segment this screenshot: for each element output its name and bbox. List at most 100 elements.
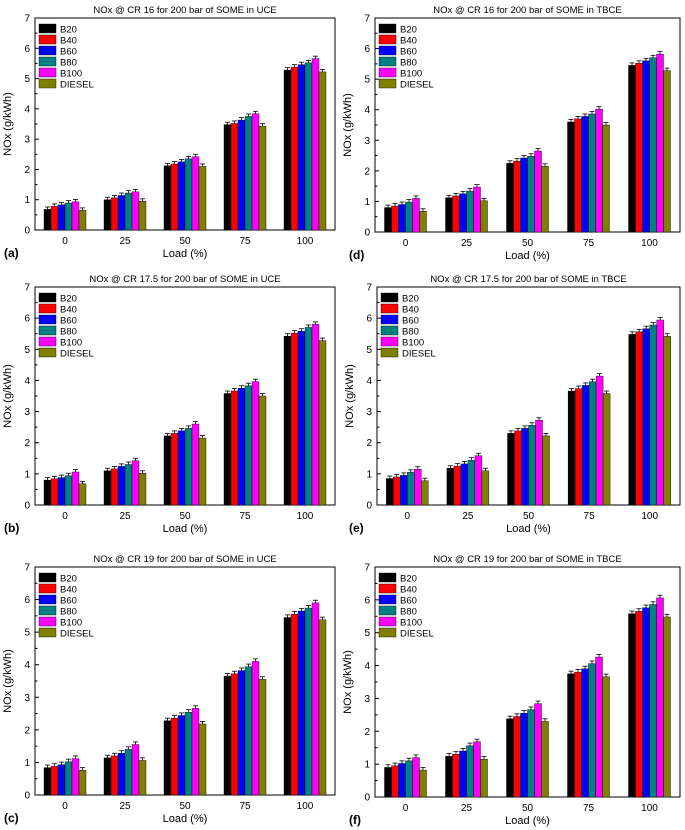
legend-label: B80 xyxy=(60,607,77,618)
legend-swatch-b100 xyxy=(378,67,397,78)
bar-b100-load-0 xyxy=(412,198,420,233)
legend-label: B40 xyxy=(60,305,77,316)
bar-b80-load-100 xyxy=(649,324,657,506)
x-axis-label: Load (%) xyxy=(163,248,208,260)
y-axis-label: NOx (g/kWh) xyxy=(342,650,354,714)
bar-b60-load-50 xyxy=(520,157,528,233)
y-tick-label: 1 xyxy=(24,758,30,769)
legend-label: B100 xyxy=(402,338,424,349)
x-tick-label: 100 xyxy=(297,511,314,522)
bar-diesel-load-50 xyxy=(198,723,207,796)
bar-b80-load-75 xyxy=(244,666,253,796)
legend-swatch-b80 xyxy=(378,56,397,67)
y-tick-label: 6 xyxy=(24,314,30,325)
x-tick-label: 75 xyxy=(239,511,251,522)
chart-c: NOx @ CR 19 for 200 bar of SOME in UCE 0 1… xyxy=(2,554,336,825)
bar-b100-load-100 xyxy=(656,53,664,233)
legend-label: B40 xyxy=(60,585,77,596)
bar-b20-load-100 xyxy=(283,617,292,796)
x-tick-label: 25 xyxy=(119,511,131,522)
legend-swatch-b80 xyxy=(38,56,57,67)
bar-diesel-load-0 xyxy=(421,480,429,506)
bar-b80-load-50 xyxy=(184,158,193,231)
y-tick-label: 0 xyxy=(24,501,30,512)
bar-b80-load-50 xyxy=(184,712,193,796)
bar-b40-load-25 xyxy=(110,197,119,231)
panel-label: (b) xyxy=(4,521,19,535)
y-tick-label: 3 xyxy=(364,136,370,147)
legend-swatch-b100 xyxy=(38,336,57,347)
bar-diesel-load-25 xyxy=(481,470,490,506)
bar-b80-load-0 xyxy=(64,761,73,796)
bar-diesel-load-0 xyxy=(419,769,427,798)
x-tick-label: 75 xyxy=(239,801,251,812)
bar-b60-load-25 xyxy=(117,195,126,231)
legend-label: B80 xyxy=(400,58,417,69)
bar-b80-load-25 xyxy=(124,464,133,506)
legend-swatch-diesel xyxy=(378,78,397,89)
legend-swatch-b40 xyxy=(378,583,397,594)
y-tick-label: 4 xyxy=(364,105,370,116)
bar-b60-load-75 xyxy=(581,385,590,506)
bar-b40-load-50 xyxy=(170,433,179,506)
bar-b40-load-0 xyxy=(391,765,399,798)
bar-b80-load-75 xyxy=(244,116,253,231)
legend-label: DIESEL xyxy=(400,80,434,91)
legend-label: B40 xyxy=(402,305,419,316)
bar-b20-load-50 xyxy=(506,163,514,233)
x-tick-label: 0 xyxy=(62,801,68,812)
bar-diesel-load-25 xyxy=(480,200,488,233)
y-tick-label: 0 xyxy=(24,791,30,802)
bar-b60-load-100 xyxy=(642,328,650,506)
bar-b40-load-50 xyxy=(514,430,522,506)
bar-b60-load-75 xyxy=(237,119,246,231)
bar-diesel-load-100 xyxy=(663,616,671,798)
bar-diesel-load-0 xyxy=(78,483,87,506)
legend-label: B100 xyxy=(400,618,422,629)
bar-b40-load-50 xyxy=(513,716,521,798)
y-tick-label: 0 xyxy=(364,228,370,239)
x-axis-label: Load (%) xyxy=(163,813,208,825)
bar-b40-load-100 xyxy=(635,331,643,506)
x-tick-label: 75 xyxy=(583,803,595,814)
legend-swatch-b40 xyxy=(378,34,397,45)
panel-label: (d) xyxy=(349,248,364,262)
bar-b60-load-25 xyxy=(459,750,467,798)
chart-e: NOx @ CR 17.5 for 200 bar of SOME in TBC… xyxy=(344,274,681,535)
bar-b80-load-100 xyxy=(304,327,313,506)
x-tick-label: 75 xyxy=(584,511,596,522)
y-tick-label: 7 xyxy=(364,14,370,25)
bar-diesel-load-100 xyxy=(318,619,327,796)
x-tick-label: 100 xyxy=(641,511,658,522)
bar-b100-load-25 xyxy=(131,744,140,796)
bar-b80-load-25 xyxy=(124,192,133,231)
y-tick-label: 4 xyxy=(366,376,372,387)
bar-b100-load-75 xyxy=(595,375,604,506)
y-tick-label: 6 xyxy=(364,44,370,55)
legend-swatch-b40 xyxy=(38,303,57,314)
bar-b80-load-100 xyxy=(649,57,657,233)
bar-b100-load-25 xyxy=(473,741,481,798)
bar-b20-load-0 xyxy=(386,478,394,506)
legend-label: B80 xyxy=(400,607,417,618)
bar-b20-load-100 xyxy=(628,65,636,233)
bar-b80-load-0 xyxy=(405,760,413,798)
y-tick-label: 5 xyxy=(24,628,30,639)
y-tick-label: 2 xyxy=(24,438,30,449)
bar-b20-load-0 xyxy=(384,207,392,233)
x-tick-label: 0 xyxy=(62,236,68,247)
bar-b100-load-100 xyxy=(656,319,664,506)
legend-label: B20 xyxy=(60,294,77,305)
y-tick-label: 1 xyxy=(364,197,370,208)
bar-diesel-load-50 xyxy=(198,437,207,506)
bar-b80-load-75 xyxy=(588,663,596,798)
bar-b100-load-100 xyxy=(311,324,320,506)
bar-b20-load-50 xyxy=(506,718,514,798)
bar-diesel-load-100 xyxy=(663,70,671,233)
y-tick-label: 4 xyxy=(24,104,30,115)
bar-b20-load-100 xyxy=(283,69,292,231)
legend-label: DIESEL xyxy=(60,629,94,640)
y-tick-label: 7 xyxy=(366,283,372,294)
y-tick-label: 5 xyxy=(366,345,372,356)
bar-b20-load-75 xyxy=(223,393,232,506)
